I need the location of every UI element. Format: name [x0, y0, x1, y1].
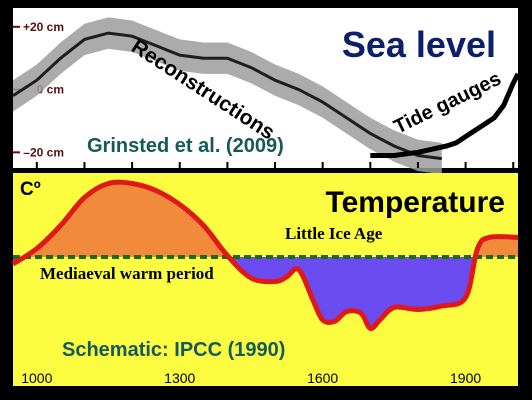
temperature-title: Temperature: [325, 186, 505, 219]
mediaeval-warm-period-label: Mediaeval warm period: [40, 264, 214, 283]
reconstructions-line: [12, 31, 442, 161]
temperature-x-tick-label: 1600: [307, 370, 338, 386]
warm-period-area: [13, 182, 518, 257]
sea-level-y-tick-label: –20 cm: [23, 145, 64, 159]
temperature-line: [11, 179, 519, 332]
sea-level-panel: +20 cm0 cm–20 cm Sea level Reconstructio…: [12, 8, 521, 175]
temperature-x-tick-label: 1300: [164, 370, 195, 386]
little-ice-age-label: Little Ice Age: [285, 224, 383, 243]
sea-level-title: Sea level: [342, 24, 496, 65]
temperature-x-tick-label: 1900: [450, 370, 481, 386]
sea-level-x-ticks: [35, 162, 515, 168]
cold-period-area: [13, 257, 518, 329]
reconstructions-uncertainty-band: [13, 17, 442, 175]
temperature-unit: Cº: [20, 179, 41, 200]
tide-gauges-line: [370, 72, 521, 158]
temperature-x-tick-label: 1000: [21, 370, 52, 386]
citation-label: Grinsted et al. (2009): [87, 135, 284, 157]
temperature-x-axis: 1000 1300 1600 1900: [21, 370, 481, 386]
schematic-label: Schematic: IPCC (1990): [62, 339, 285, 361]
sea-level-y-tick-label: +20 cm: [23, 20, 64, 34]
temperature-panel: Cº Temperature Little Ice Age Mediaeval …: [11, 173, 519, 386]
